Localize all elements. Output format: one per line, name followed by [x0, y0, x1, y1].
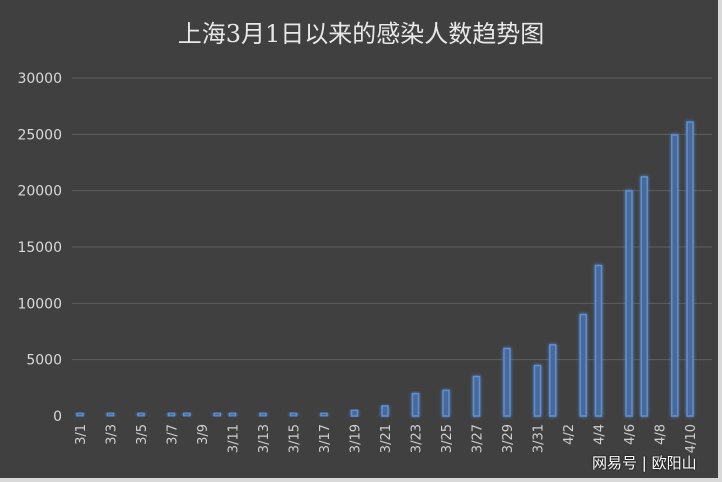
x-tick-label: 4/8 — [654, 424, 669, 445]
x-tick-label: 3/19 — [349, 424, 364, 453]
x-tick-label: 4/4 — [593, 424, 608, 445]
x-tick-label: 3/9 — [196, 424, 211, 445]
x-tick-label: 3/17 — [318, 424, 333, 453]
x-tick-label: 4/6 — [623, 424, 638, 445]
bar-3/27 — [472, 375, 481, 417]
x-tick-label: 3/31 — [532, 424, 547, 453]
x-tick-label: 3/29 — [501, 424, 516, 453]
bar-3/15 — [289, 412, 298, 417]
y-tick-label: 15000 — [17, 240, 62, 256]
bar-3/21 — [381, 405, 389, 417]
bar-3/10 — [213, 412, 221, 417]
bar-3/17 — [320, 412, 328, 417]
x-tick-label: 3/1 — [74, 424, 89, 445]
x-tick-label: 3/15 — [288, 424, 303, 453]
bar-3/23 — [411, 392, 420, 417]
bar-4/10 — [686, 121, 694, 417]
y-tick-label: 5000 — [26, 353, 62, 369]
bar-3/25 — [442, 389, 450, 417]
y-tick-label: 25000 — [17, 127, 62, 143]
bar-3/8 — [183, 412, 191, 417]
y-tick-label: 10000 — [17, 296, 62, 312]
bar-3/11 — [228, 412, 237, 417]
bar-3/7 — [167, 412, 176, 417]
x-tick-label: 3/5 — [135, 424, 150, 445]
y-tick-label: 30000 — [17, 71, 62, 87]
x-tick-label: 3/21 — [379, 424, 394, 453]
bar-3/1 — [76, 412, 84, 417]
y-tick-label: 20000 — [17, 184, 62, 200]
bar-4/6 — [625, 190, 633, 417]
x-tick-label: 3/11 — [227, 424, 242, 453]
x-tick-label: 3/23 — [410, 424, 425, 453]
bar-3/31 — [533, 364, 542, 417]
bar-4/1 — [549, 344, 557, 417]
bar-4/3 — [579, 313, 587, 417]
bar-3/19 — [350, 409, 359, 417]
x-tick-label: 4/10 — [684, 424, 699, 453]
bar-4/4 — [594, 264, 603, 417]
bar-3/29 — [503, 347, 511, 417]
x-tick-label: 3/27 — [471, 424, 486, 453]
bar-4/7 — [640, 176, 648, 417]
x-tick-label: 4/2 — [562, 424, 577, 445]
x-tick-label: 3/25 — [440, 424, 455, 453]
chart-title: 上海3月1日以来的感染人数趋势图 — [177, 20, 545, 48]
watermark: 网易号 | 欧阳山 — [592, 454, 697, 472]
bar-3/13 — [259, 412, 267, 417]
bar-3/5 — [137, 412, 145, 417]
bar-4/9 — [671, 134, 679, 417]
x-tick-label: 3/7 — [166, 424, 181, 445]
x-tick-label: 3/13 — [257, 424, 272, 453]
x-tick-label: 3/3 — [105, 424, 120, 445]
bar-3/3 — [106, 412, 115, 417]
y-tick-label: 0 — [53, 409, 62, 425]
